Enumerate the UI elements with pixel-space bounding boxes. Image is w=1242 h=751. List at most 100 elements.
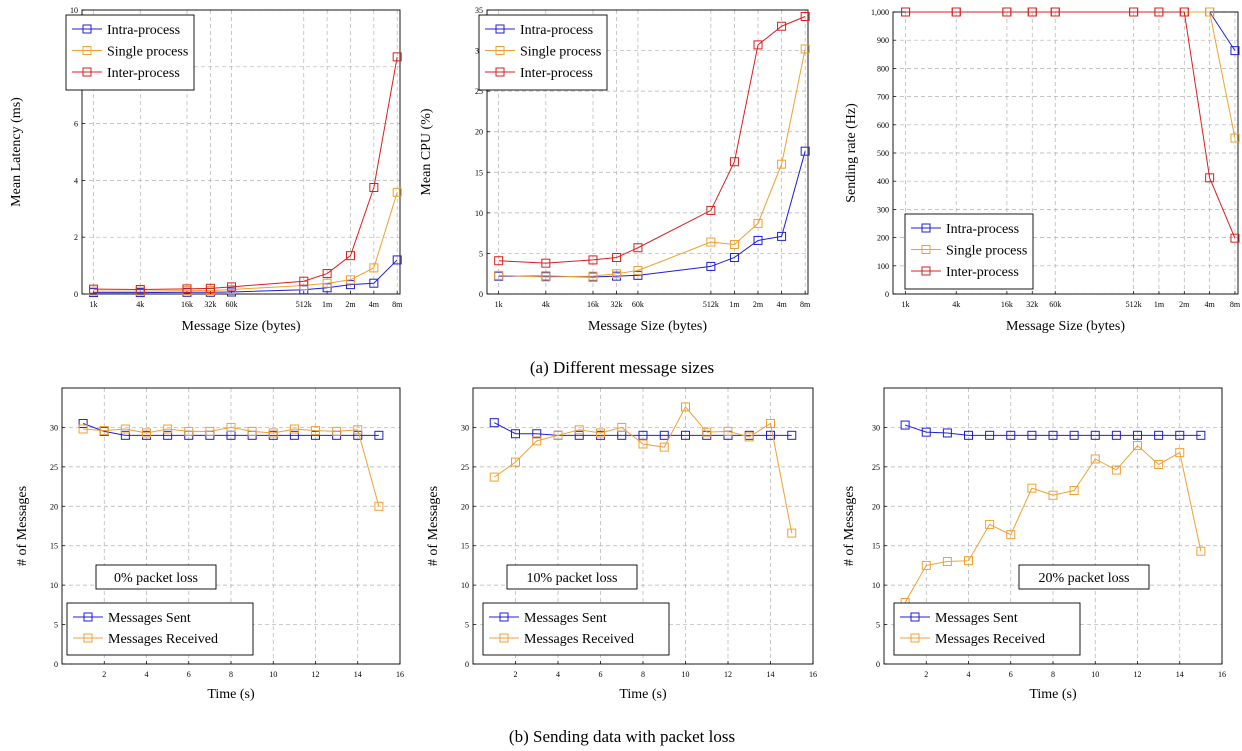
- data-point: [1069, 486, 1079, 496]
- y-tick-label: 700: [877, 93, 889, 102]
- data-point: [1205, 173, 1215, 183]
- x-tick-label: 1m: [1154, 300, 1165, 309]
- data-point: [1111, 465, 1121, 475]
- data-point: [227, 282, 237, 292]
- y-tick-label: 15: [475, 168, 483, 177]
- data-point: [369, 183, 379, 192]
- legend: Messages Sent Messages Received: [893, 602, 1081, 656]
- data-point: [553, 430, 563, 440]
- data-point: [184, 426, 194, 436]
- data-point: [1002, 7, 1012, 17]
- y-tick-label: 500: [877, 149, 889, 158]
- legend-label: Single process: [520, 45, 601, 60]
- legend-marker: [82, 46, 92, 55]
- legend-label: Messages Sent: [108, 611, 191, 626]
- y-tick-label: 6: [74, 120, 78, 129]
- legend-marker: [495, 24, 505, 34]
- data-point: [1129, 7, 1139, 17]
- x-tick-label: 4k: [136, 300, 144, 309]
- y-tick-label: 5: [54, 621, 58, 630]
- series-line: [82, 423, 379, 436]
- x-tick-label: 1m: [729, 300, 740, 309]
- y-tick-label: 200: [877, 234, 889, 243]
- annotation-box: [95, 564, 217, 590]
- data-point: [800, 146, 810, 156]
- data-point: [942, 428, 952, 438]
- data-point: [247, 426, 257, 436]
- caption-b: (b) Sending data with packet loss: [509, 727, 735, 746]
- y-tick-label: 25: [475, 87, 483, 96]
- annotation-text: 10% packet loss: [527, 571, 618, 586]
- data-point: [511, 429, 520, 439]
- data-point: [226, 422, 236, 432]
- legend: Messages Sent Messages Received: [66, 602, 254, 656]
- data-point: [921, 427, 931, 437]
- x-tick-label: 2m: [345, 300, 356, 309]
- data-point: [633, 265, 643, 275]
- x-tick-label: 16: [809, 670, 817, 679]
- x-axis-label: Message Size (bytes): [588, 319, 707, 334]
- legend: Intra-process Single process Inter-process: [904, 213, 1034, 290]
- plot-frame: [61, 387, 401, 665]
- y-tick-label: 25: [50, 463, 58, 472]
- data-point: [511, 457, 520, 467]
- data-point: [596, 428, 605, 438]
- x-tick-label: 14: [354, 670, 362, 679]
- data-point: [612, 269, 622, 279]
- data-point: [78, 418, 88, 428]
- y-tick-label: 4: [74, 176, 78, 185]
- legend-label: Messages Received: [524, 632, 634, 647]
- series-line: [905, 11, 1236, 139]
- data-point: [617, 422, 627, 432]
- legend-marker: [910, 633, 920, 643]
- y-axis-label: Mean CPU (%): [419, 108, 434, 195]
- legend-marker: [83, 633, 93, 643]
- data-point: [532, 429, 542, 439]
- y-tick-label: 800: [877, 64, 889, 73]
- x-tick-label: 8m: [1230, 300, 1241, 309]
- y-tick-label: 25: [461, 463, 469, 472]
- data-point: [1196, 430, 1206, 440]
- data-point: [1196, 546, 1206, 556]
- data-point: [723, 426, 733, 436]
- data-point: [985, 430, 995, 440]
- data-point: [532, 436, 542, 446]
- legend-box: [65, 14, 195, 91]
- data-point: [729, 252, 739, 262]
- y-tick-label: 20: [50, 502, 58, 511]
- chart-3: 1k 4k 16k 32k 60k 512k 1m 2m 4m 8m 0 100 200 300 400 50…: [844, 7, 1241, 334]
- data-point: [706, 261, 716, 271]
- legend-marker: [499, 633, 509, 643]
- y-tick-label: 10: [872, 581, 880, 590]
- x-tick-label: 6: [1009, 670, 1013, 679]
- x-tick-label: 8: [1051, 670, 1055, 679]
- x-tick-label: 4k: [952, 300, 960, 309]
- x-tick-label: 10: [1091, 670, 1099, 679]
- y-tick-label: 5: [465, 621, 469, 630]
- series-line: [93, 56, 398, 290]
- x-tick-label: 60k: [226, 300, 238, 309]
- y-axis-label: Mean Latency (ms): [9, 97, 24, 207]
- caption-a: (a) Different message sizes: [530, 358, 714, 377]
- x-tick-label: 16k: [1001, 300, 1013, 309]
- y-tick-label: 20: [461, 502, 469, 511]
- data-point: [800, 44, 810, 54]
- y-tick-label: 0: [465, 660, 469, 669]
- series-inter-process: [901, 7, 1240, 243]
- legend-marker: [921, 223, 931, 233]
- y-tick-label: 15: [872, 542, 880, 551]
- data-point: [345, 275, 355, 285]
- x-tick-label: 6: [187, 670, 191, 679]
- legend-marker: [83, 612, 93, 622]
- annotation-text: 20% packet loss: [1039, 571, 1130, 586]
- data-point: [1048, 490, 1058, 500]
- data-point: [489, 472, 499, 482]
- x-tick-label: 1k: [90, 300, 98, 309]
- x-tick-label: 4m: [369, 300, 380, 309]
- x-tick-label: 12: [312, 670, 320, 679]
- chart-5: 2 4 6 8 10 12 14 16 0 5 10 15 20 25 30 Time (s) # of Mes…: [426, 387, 817, 702]
- data-point: [588, 255, 598, 265]
- x-tick-label: 2: [102, 670, 106, 679]
- plot-frame: [883, 387, 1223, 665]
- y-tick-label: 25: [872, 463, 880, 472]
